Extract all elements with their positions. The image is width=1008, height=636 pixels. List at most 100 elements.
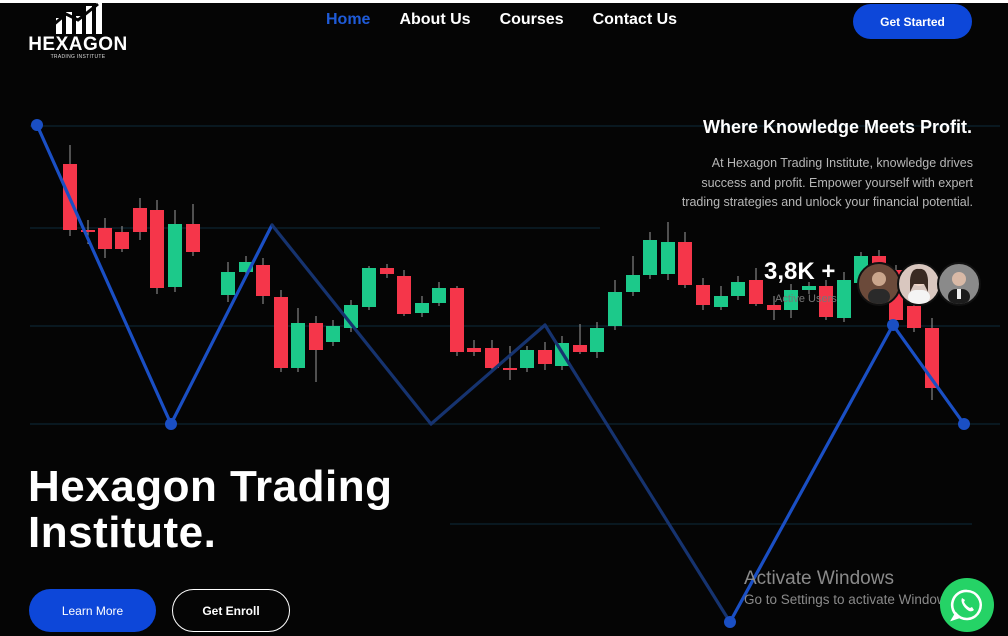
candle-down	[467, 340, 481, 356]
nav-contact-us[interactable]: Contact Us	[592, 11, 678, 28]
avatar	[857, 262, 901, 306]
candle-up	[362, 266, 376, 310]
trend-node	[724, 616, 736, 628]
candle-up	[239, 256, 253, 276]
candle-body	[485, 348, 499, 368]
whatsapp-icon	[950, 589, 983, 622]
trend-segment	[891, 323, 966, 426]
candle-up	[326, 320, 340, 346]
candle-body	[767, 305, 781, 310]
user-avatars	[857, 262, 981, 306]
candle-up	[221, 262, 235, 302]
activate-windows-subtitle: Go to Settings to activate Windows.	[744, 592, 958, 607]
candle-down	[767, 296, 781, 320]
trend-node	[31, 119, 43, 131]
logo-name: HEXAGON	[28, 34, 128, 55]
candle-body	[819, 286, 833, 317]
candle-body	[450, 288, 464, 352]
candle-up	[714, 286, 728, 310]
avatar	[937, 262, 981, 306]
candle-body	[538, 350, 552, 364]
candle-body	[714, 296, 728, 307]
candle-body	[256, 265, 270, 296]
candle-down	[450, 286, 464, 356]
candle-body	[608, 292, 622, 326]
candle-body	[274, 297, 288, 368]
candle-body	[168, 224, 182, 287]
candle-down	[150, 200, 164, 294]
candle-body	[239, 262, 253, 272]
candle-body	[802, 286, 816, 290]
candle-down	[696, 278, 710, 310]
zigzag-trend-line	[31, 119, 970, 628]
candle-body	[432, 288, 446, 303]
trend-segment	[270, 223, 433, 426]
get-started-button[interactable]: Get Started	[853, 4, 972, 39]
candle-up	[731, 276, 745, 300]
candle-up	[344, 300, 358, 332]
trend-node	[165, 418, 177, 430]
candle-down	[98, 218, 112, 258]
candle-down	[749, 268, 763, 306]
candle-down	[274, 290, 288, 372]
candle-down	[819, 280, 833, 320]
get-enroll-button[interactable]: Get Enroll	[172, 589, 290, 632]
person-icon	[948, 272, 970, 304]
candle-up	[168, 210, 182, 292]
nav-courses[interactable]: Courses	[499, 11, 564, 28]
candle-down	[678, 232, 692, 288]
candle-body	[626, 275, 640, 292]
candle-body	[344, 305, 358, 328]
active-users-label: Active Users	[775, 293, 837, 305]
candle-body	[731, 282, 745, 296]
main-nav: Home About Us Courses Contact Us	[326, 11, 677, 29]
trend-segment	[429, 323, 547, 426]
candle-body	[380, 268, 394, 274]
candle-body	[98, 228, 112, 249]
candle-body	[291, 323, 305, 368]
hero-title-line-2: Institute.	[28, 508, 217, 557]
candle-body	[696, 285, 710, 305]
candle-down	[186, 204, 200, 256]
candle-up	[837, 272, 851, 322]
candle-body	[643, 240, 657, 275]
candle-down	[256, 258, 270, 304]
trend-segment	[728, 323, 895, 624]
hero-title-line-1: Hexagon Trading	[28, 462, 393, 511]
top-border	[0, 0, 1008, 3]
candle-body	[133, 208, 147, 232]
candle-down	[573, 324, 587, 354]
learn-more-button[interactable]: Learn More	[29, 589, 156, 632]
nav-about-us[interactable]: About Us	[399, 11, 471, 28]
person-icon	[868, 272, 890, 304]
avatar	[897, 262, 941, 306]
candle-body	[415, 303, 429, 313]
trend-node	[958, 418, 970, 430]
candle-body	[749, 280, 763, 304]
bar-chart-logo-icon	[51, 0, 102, 34]
candle-down	[133, 198, 147, 240]
candle-body	[326, 326, 340, 342]
candle-down	[397, 270, 411, 316]
candle-body	[81, 230, 95, 232]
candle-body	[503, 368, 517, 370]
candle-up	[608, 280, 622, 330]
candle-body	[186, 224, 200, 252]
trend-segment	[169, 223, 274, 426]
candle-up	[291, 308, 305, 372]
candle-down	[309, 316, 323, 382]
candle-body	[467, 348, 481, 352]
logo-subtitle: TRADING INSTITUTE	[50, 54, 106, 60]
candle-body	[309, 323, 323, 350]
candle-up	[432, 282, 446, 306]
whatsapp-button[interactable]	[940, 578, 994, 632]
candlestick-series	[63, 145, 939, 400]
nav-home[interactable]: Home	[326, 11, 371, 28]
candle-up	[802, 282, 816, 294]
candle-up	[520, 346, 534, 372]
logo[interactable]: HEXAGON TRADING INSTITUTE	[28, 0, 128, 64]
candle-body	[115, 232, 129, 249]
trend-node	[887, 319, 899, 331]
trend-segment	[543, 323, 732, 624]
